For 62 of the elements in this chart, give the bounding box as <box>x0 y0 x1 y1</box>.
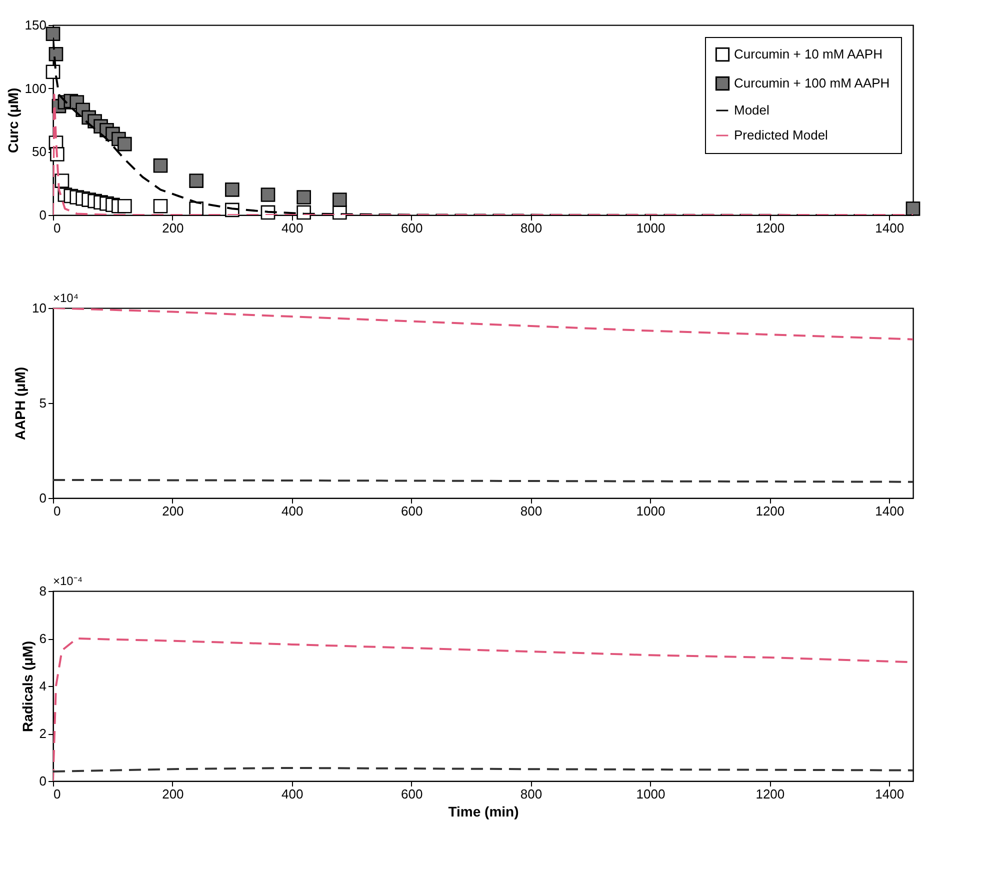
x-tick-label: 1400 <box>875 504 904 518</box>
y-tick-label: 6 <box>39 631 46 646</box>
point <box>118 198 132 214</box>
x-tick-label: 200 <box>162 504 184 518</box>
x-tick-label: 0 <box>54 786 61 802</box>
legend-label: Curcumin + 100 mM AAPH <box>734 76 890 90</box>
x-tick-label: 1000 <box>636 220 666 236</box>
point <box>54 174 70 188</box>
x-tick-label: 1000 <box>636 504 666 518</box>
x-tick-label: 800 <box>520 504 542 518</box>
y-axis-title: AAPH (μM) <box>12 366 28 440</box>
point <box>189 174 204 188</box>
y-tick-label: 0 <box>39 774 46 788</box>
y-tick-label: 0 <box>39 208 46 222</box>
x-axis-title: Time (min) <box>448 804 519 820</box>
y-tick-label: 150 <box>24 18 46 32</box>
y-axis-title: Curc (μM) <box>4 88 21 154</box>
legend-label: Predicted Model <box>734 128 828 142</box>
point <box>48 46 64 62</box>
y-tick-label: 5 <box>39 396 46 410</box>
point <box>46 26 60 42</box>
x-tick-label: 400 <box>282 220 304 236</box>
point <box>296 190 311 204</box>
y-tick-label: 0 <box>39 490 46 506</box>
text: ×10⁴ <box>53 291 79 305</box>
x-tick-label: 1200 <box>756 786 785 802</box>
x-tick-label: 800 <box>520 220 542 236</box>
y-tick-label: 50 <box>32 144 46 160</box>
point <box>153 158 168 173</box>
x-tick-label: 0 <box>54 220 61 236</box>
point <box>153 198 168 214</box>
line-series <box>53 308 913 340</box>
y-tick-label: 100 <box>24 80 46 96</box>
y-axis-title: Radicals (μM) <box>19 640 36 732</box>
y-tick-label: 8 <box>39 584 46 598</box>
y-tick-label: 2 <box>39 726 46 741</box>
x-tick-label: 600 <box>400 786 423 802</box>
x-tick-label: 600 <box>400 504 423 518</box>
y-tick-label: 4 <box>39 678 46 694</box>
x-tick-label: 1200 <box>756 220 785 236</box>
point <box>118 136 132 152</box>
x-tick-label: 1400 <box>875 220 904 236</box>
x-tick-label: 600 <box>400 220 423 236</box>
x-tick-label: 1200 <box>756 504 785 518</box>
point <box>46 64 60 80</box>
x-tick-label: 1400 <box>875 786 904 802</box>
x-tick-label: 800 <box>520 786 542 802</box>
x-tick-label: 400 <box>282 504 304 518</box>
legend-label: Curcumin + 10 mM AAPH <box>734 46 882 62</box>
x-tick-label: 0 <box>54 504 61 518</box>
point <box>332 192 347 207</box>
x-tick-label: 200 <box>162 220 184 236</box>
x-tick-label: 400 <box>282 786 304 802</box>
text: ×10⁻⁴ <box>53 574 83 588</box>
point <box>906 202 920 216</box>
legend-label: Model <box>734 102 770 118</box>
point <box>225 182 240 197</box>
x-tick-label: 200 <box>162 786 184 802</box>
y-tick-label: 10 <box>32 300 46 316</box>
x-tick-label: 1000 <box>636 786 666 802</box>
point <box>296 205 311 220</box>
point <box>260 188 276 202</box>
